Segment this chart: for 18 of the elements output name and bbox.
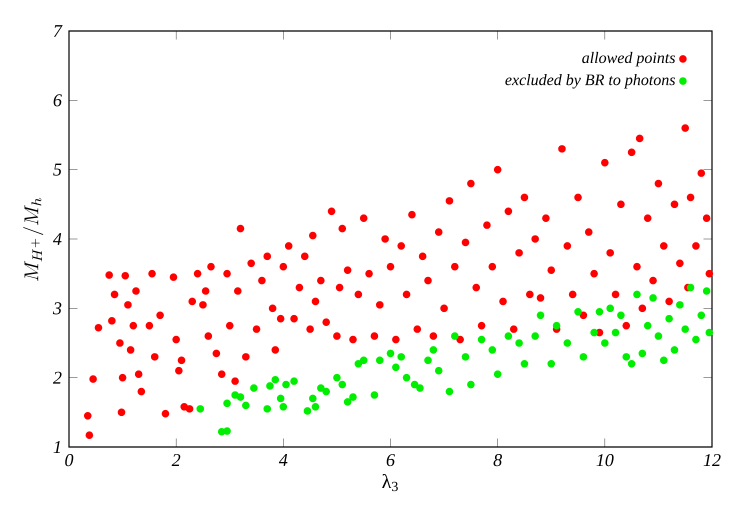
- y-tick-label: 1: [54, 441, 60, 453]
- y-tick-label: 5: [53, 164, 62, 176]
- legend-label: excluded by BR to photons: [505, 74, 676, 89]
- y-tick-label: 4: [52, 233, 62, 245]
- y-tick-label: 3: [52, 302, 62, 314]
- y-tick-label: 2: [52, 372, 62, 384]
- y-axis-title: $M_{H^+} / M_h$: [23, 198, 44, 281]
- x-axis-title: λ$_{3}$: [382, 474, 398, 492]
- x-tick-label: 4: [278, 454, 288, 466]
- y-tick-label: 6: [54, 94, 62, 106]
- x-tick-label: 6: [386, 454, 395, 466]
- x-tick-label: 10: [596, 454, 614, 466]
- x-tick-label: 0: [65, 454, 74, 466]
- x-tick-label: 8: [494, 454, 502, 466]
- x-tick-label: 2: [172, 454, 180, 466]
- legend-label: allowed points: [582, 52, 676, 66]
- y-tick-label: 7: [54, 25, 63, 37]
- x-tick-label: 12: [704, 454, 721, 466]
